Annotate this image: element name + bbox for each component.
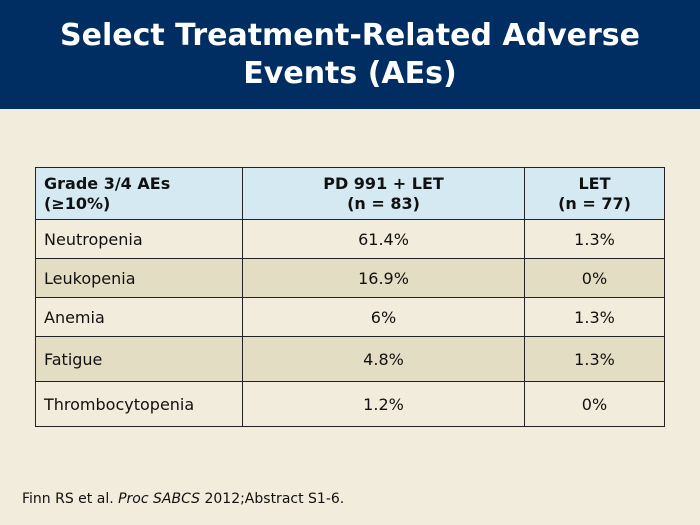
- let-value-cell: 1.3%: [524, 297, 665, 337]
- slide-title-line-1: Select Treatment-Related Adverse: [60, 17, 640, 53]
- table-row: Thrombocytopenia 1.2% 0%: [35, 381, 665, 427]
- ae-name-cell: Neutropenia: [35, 219, 243, 259]
- header-grade-ae-line-1: Grade 3/4 AEs: [44, 173, 171, 193]
- header-let: LET (n = 77): [524, 167, 665, 220]
- header-pd991-let-line-2: (n = 83): [347, 193, 420, 213]
- pd991-let-value-cell: 6%: [242, 297, 525, 337]
- header-pd991-let-line-1: PD 991 + LET: [323, 173, 444, 193]
- header-pd991-let: PD 991 + LET (n = 83): [242, 167, 525, 220]
- title-bar: Select Treatment-Related Adverse Events …: [0, 0, 700, 109]
- header-grade-ae: Grade 3/4 AEs (≥10%): [35, 167, 243, 220]
- table-row: Anemia 6% 1.3%: [35, 297, 665, 337]
- header-grade-ae-line-2: (≥10%): [44, 193, 111, 213]
- table-row: Neutropenia 61.4% 1.3%: [35, 219, 665, 259]
- citation-details: 2012;Abstract S1-6.: [200, 491, 345, 507]
- let-value-cell: 1.3%: [524, 336, 665, 382]
- slide-title-line-2: Events (AEs): [243, 55, 457, 91]
- let-value-cell: 0%: [524, 258, 665, 298]
- header-let-line-1: LET: [578, 173, 611, 193]
- pd991-let-value-cell: 61.4%: [242, 219, 525, 259]
- citation-authors: Finn RS et al.: [22, 491, 119, 507]
- table-row: Leukopenia 16.9% 0%: [35, 258, 665, 298]
- slide-title: Select Treatment-Related Adverse Events …: [40, 17, 660, 93]
- citation: Finn RS et al. Proc SABCS 2012;Abstract …: [22, 491, 344, 507]
- pd991-let-value-cell: 1.2%: [242, 381, 525, 427]
- let-value-cell: 0%: [524, 381, 665, 427]
- table-row: Fatigue 4.8% 1.3%: [35, 336, 665, 382]
- ae-name-cell: Anemia: [35, 297, 243, 337]
- ae-name-cell: Thrombocytopenia: [35, 381, 243, 427]
- pd991-let-value-cell: 4.8%: [242, 336, 525, 382]
- pd991-let-value-cell: 16.9%: [242, 258, 525, 298]
- let-value-cell: 1.3%: [524, 219, 665, 259]
- table-header-row: Grade 3/4 AEs (≥10%) PD 991 + LET (n = 8…: [35, 167, 665, 220]
- citation-journal: Proc SABCS: [118, 491, 201, 507]
- header-let-line-2: (n = 77): [558, 193, 631, 213]
- adverse-events-table: Grade 3/4 AEs (≥10%) PD 991 + LET (n = 8…: [35, 167, 665, 427]
- ae-name-cell: Fatigue: [35, 336, 243, 382]
- ae-name-cell: Leukopenia: [35, 258, 243, 298]
